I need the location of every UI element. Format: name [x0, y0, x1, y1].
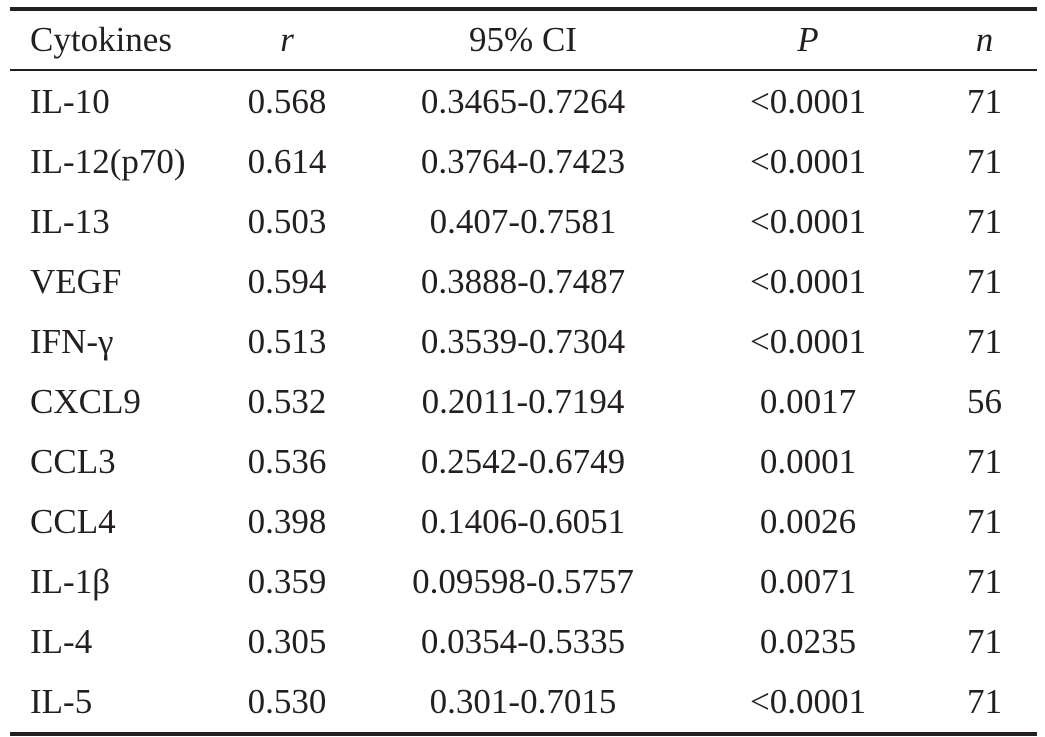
cell-ci: 0.407-0.7581 [429, 202, 617, 241]
cell-n: 71 [967, 262, 1002, 301]
cell-p: <0.0001 [750, 682, 866, 721]
cell-r: 0.513 [247, 322, 327, 361]
header-p: P [797, 20, 819, 59]
table-row: IFN-γ 0.513 0.3539-0.7304 <0.0001 71 [10, 312, 1037, 372]
table-body: IL-10 0.568 0.3465-0.7264 <0.0001 71 IL-12(p7… [10, 71, 1037, 732]
cell-p: <0.0001 [750, 202, 866, 241]
cell-cytokine: CCL3 [30, 442, 116, 481]
table-row: CCL3 0.536 0.2542-0.6749 0.0001 71 [10, 432, 1037, 492]
cell-n: 71 [967, 322, 1002, 361]
header-n: n [975, 20, 994, 59]
cell-p: 0.0017 [759, 382, 857, 421]
header-cytokines: Cytokines [30, 20, 172, 59]
correlation-table: Cytokines r 95% CI P n IL-10 0.568 0.3465-… [10, 0, 1037, 736]
cell-r: 0.532 [247, 382, 327, 421]
cell-p: 0.0001 [759, 442, 857, 481]
cell-ci: 0.3888-0.7487 [420, 262, 626, 301]
table-row: VEGF 0.594 0.3888-0.7487 <0.0001 71 [10, 252, 1037, 312]
cell-n: 71 [967, 502, 1002, 541]
cell-n: 71 [967, 622, 1002, 661]
cell-r: 0.536 [247, 442, 327, 481]
cell-p: 0.0071 [759, 562, 857, 601]
cell-p: 0.0235 [759, 622, 857, 661]
cell-ci: 0.3539-0.7304 [420, 322, 626, 361]
cell-n: 56 [967, 382, 1002, 421]
cell-cytokine: IL-10 [30, 82, 110, 121]
cell-p: 0.0026 [759, 502, 857, 541]
cell-cytokine: IL-12(p70) [30, 142, 186, 181]
cell-ci: 0.2011-0.7194 [421, 382, 625, 421]
cell-cytokine: CXCL9 [30, 382, 141, 421]
header-r: r [280, 20, 294, 59]
cell-r: 0.614 [247, 142, 327, 181]
table-row: IL-1β 0.359 0.09598-0.5757 0.0071 71 [10, 552, 1037, 612]
cell-r: 0.568 [247, 82, 327, 121]
cell-n: 71 [967, 562, 1002, 601]
cell-r: 0.594 [247, 262, 327, 301]
table-row: CXCL9 0.532 0.2011-0.7194 0.0017 56 [10, 372, 1037, 432]
cell-ci: 0.301-0.7015 [429, 682, 617, 721]
cell-r: 0.305 [247, 622, 327, 661]
cell-p: <0.0001 [750, 322, 866, 361]
cell-cytokine: CCL4 [30, 502, 116, 541]
table-row: IL-4 0.305 0.0354-0.5335 0.0235 71 [10, 612, 1037, 672]
cell-p: <0.0001 [750, 82, 866, 121]
table-header-rule [10, 69, 1037, 71]
cell-cytokine: IL-13 [30, 202, 110, 241]
table-row: IL-10 0.568 0.3465-0.7264 <0.0001 71 [10, 72, 1037, 132]
table-row: CCL4 0.398 0.1406-0.6051 0.0026 71 [10, 492, 1037, 552]
cell-r: 0.398 [247, 502, 327, 541]
cell-ci: 0.0354-0.5335 [420, 622, 626, 661]
table-row: IL-12(p70) 0.614 0.3764-0.7423 <0.0001 71 [10, 132, 1037, 192]
cell-n: 71 [967, 142, 1002, 181]
cell-p: <0.0001 [750, 142, 866, 181]
cell-cytokine: IL-5 [30, 682, 93, 721]
cell-n: 71 [967, 682, 1002, 721]
cell-r: 0.359 [247, 562, 327, 601]
table-row: IL-5 0.530 0.301-0.7015 <0.0001 71 [10, 672, 1037, 732]
table-bottom-rule [10, 732, 1037, 736]
cell-ci: 0.09598-0.5757 [412, 562, 634, 601]
cell-cytokine: IFN-γ [30, 322, 114, 361]
cell-n: 71 [967, 202, 1002, 241]
cell-r: 0.503 [247, 202, 327, 241]
table-header-row: Cytokines r 95% CI P n [10, 11, 1037, 69]
cell-p: <0.0001 [750, 262, 866, 301]
header-ci: 95% CI [469, 20, 577, 59]
cell-ci: 0.3465-0.7264 [420, 82, 626, 121]
cell-cytokine: VEGF [30, 262, 122, 301]
cell-r: 0.530 [247, 682, 327, 721]
cell-n: 71 [967, 82, 1002, 121]
cell-cytokine: IL-1β [30, 562, 110, 601]
cell-cytokine: IL-4 [30, 622, 93, 661]
cell-ci: 0.1406-0.6051 [420, 502, 626, 541]
table-top-rule [10, 7, 1037, 11]
cell-ci: 0.2542-0.6749 [420, 442, 626, 481]
table-row: IL-13 0.503 0.407-0.7581 <0.0001 71 [10, 192, 1037, 252]
cell-n: 71 [967, 442, 1002, 481]
cell-ci: 0.3764-0.7423 [420, 142, 626, 181]
